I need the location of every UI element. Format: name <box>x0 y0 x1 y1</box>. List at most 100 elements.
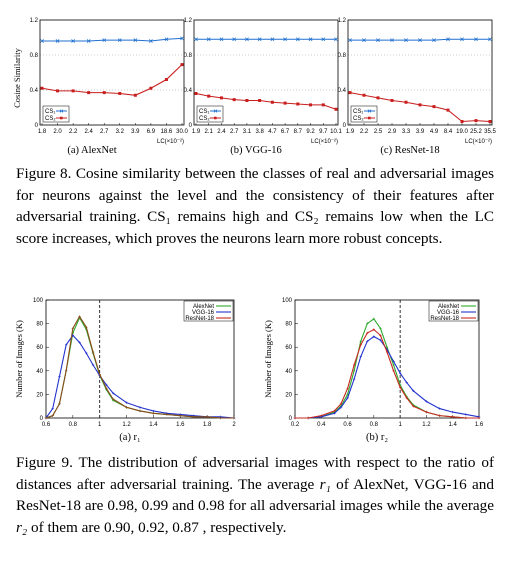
x-tick-label: 3.3 <box>402 129 411 135</box>
y-tick-label: 100 <box>282 298 293 304</box>
data-point <box>86 39 91 43</box>
y-tick-label: 0.4 <box>184 88 193 94</box>
data-point <box>102 91 106 95</box>
data-point <box>372 317 376 321</box>
data-point <box>460 120 464 123</box>
data-point <box>488 120 492 123</box>
figure-8-label: Figure 8. <box>16 165 72 182</box>
data-point <box>138 406 142 409</box>
x-tick-label: 2.2 <box>69 129 78 135</box>
data-point <box>270 37 275 42</box>
data-point <box>258 99 262 102</box>
legend-label: CS₂ <box>199 116 210 122</box>
legend-label: CS₂ <box>45 116 56 122</box>
data-point <box>207 94 211 98</box>
data-point <box>206 37 211 42</box>
data-point <box>362 93 366 97</box>
x-tick-label: 19.0 <box>456 129 468 135</box>
x-tick-label: 2.4 <box>84 129 93 135</box>
y-tick-label: 0.8 <box>30 53 39 59</box>
plot-frame <box>193 19 339 126</box>
y-tick-label: 20 <box>285 392 292 398</box>
data-point <box>102 38 107 43</box>
x-tick-label: 1.6 <box>176 422 185 428</box>
legend-label: AlexNet <box>193 304 214 310</box>
y-tick-label: 0 <box>289 416 293 422</box>
data-point <box>164 78 168 81</box>
y-tick-label: 1.2 <box>184 18 193 24</box>
data-point <box>40 39 44 43</box>
y-tick-label: 1.2 <box>338 18 347 24</box>
data-point <box>117 38 122 43</box>
data-point <box>270 100 274 104</box>
legend-label: CS₁ <box>353 109 363 115</box>
data-point <box>105 383 108 387</box>
y-tick-label: 0 <box>35 123 39 129</box>
y-tick-label: 20 <box>36 392 43 398</box>
data-point <box>339 406 343 409</box>
y-axis-label: Number of Images (K) <box>14 320 24 398</box>
data-point <box>111 397 115 401</box>
x-tick-label: 1.8 <box>203 422 212 428</box>
y-tick-label: 0.8 <box>184 53 193 59</box>
x-axis-label: LC(×10⁻²) <box>311 139 338 145</box>
data-point <box>390 99 394 102</box>
series-line-AlexNet <box>45 316 234 419</box>
data-point <box>51 414 54 417</box>
data-point <box>152 409 155 413</box>
x-tick-label: 9.2 <box>306 129 315 135</box>
data-point <box>320 414 323 417</box>
figure-9-caption: Figure 9. The distribution of adversaria… <box>16 454 495 536</box>
data-point <box>376 96 380 100</box>
data-point <box>477 416 481 420</box>
data-point <box>283 101 287 105</box>
series-line-CS₁ <box>42 37 183 42</box>
data-point <box>321 103 325 107</box>
data-point <box>308 37 313 42</box>
x-tick-label: 0.8 <box>370 422 379 428</box>
legend-label: ResNet-18 <box>430 316 459 322</box>
data-point <box>451 410 454 414</box>
data-point <box>64 343 68 347</box>
subfigure-caption: (b) VGG-16 <box>230 145 281 156</box>
legend-label: CS₁ <box>199 109 209 115</box>
legend-label: AlexNet <box>438 304 459 310</box>
data-point <box>40 86 44 90</box>
data-point <box>359 355 362 358</box>
data-point <box>85 325 88 329</box>
x-tick-label: 1.8 <box>38 129 47 135</box>
data-point <box>71 327 75 330</box>
data-point <box>438 414 441 417</box>
fig8-panel-2: 0 0.4 0.8 1.2 1.9 2.1 2.4 2.7 3.1 3.8 4.7 6.7 8.7 9.2… <box>184 18 343 156</box>
x-tick-label: 35.5 <box>484 129 496 135</box>
x-tick-label: 18.6 <box>161 129 173 135</box>
subfigure-caption: (a) AlexNet <box>67 145 116 156</box>
x-tick-label: 2.0 <box>53 129 62 135</box>
data-point <box>379 327 382 330</box>
data-point <box>460 37 464 42</box>
data-point <box>309 103 313 107</box>
r2-symbol: r₂ <box>16 518 28 536</box>
x-tick-label: 1.9 <box>346 129 355 135</box>
data-point <box>366 340 369 343</box>
data-point <box>385 350 389 354</box>
data-point <box>232 416 236 420</box>
x-tick-label: 25.2 <box>470 129 482 135</box>
x-tick-label: 4.9 <box>430 129 439 135</box>
data-point <box>133 93 137 97</box>
x-tick-label: 0.6 <box>343 422 352 428</box>
x-tick-label: 1.4 <box>149 422 158 428</box>
data-point <box>111 392 115 395</box>
data-point <box>44 416 48 420</box>
plot-frame <box>39 19 185 126</box>
legend-marker <box>59 109 64 113</box>
fig9-panel-1: 0 20 40 60 80 100 0.6 0.8 1 1.2 1.4 1.6 1.8 2 AlexNetV… <box>14 298 236 443</box>
data-point <box>219 96 223 100</box>
data-point <box>219 37 224 42</box>
data-point <box>133 38 138 43</box>
data-point <box>352 377 356 381</box>
data-point <box>149 86 153 90</box>
x-tick-label: 6.9 <box>147 129 156 135</box>
x-tick-label: 1.9 <box>192 129 201 135</box>
x-tick-label: 3.2 <box>116 129 125 135</box>
